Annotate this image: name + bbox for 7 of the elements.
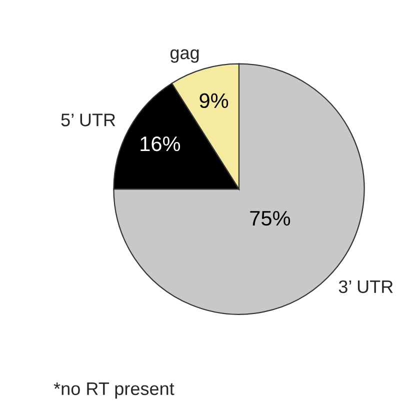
slice-label: 5’ UTR	[61, 114, 116, 126]
text: *no RT present	[54, 382, 174, 399]
slice-label: gag	[170, 49, 199, 63]
data-label: 16%	[140, 136, 180, 152]
data-label: 9%	[200, 93, 228, 108]
slice-label: 3’ UTR	[338, 280, 393, 294]
data-label: 75%	[250, 210, 290, 226]
